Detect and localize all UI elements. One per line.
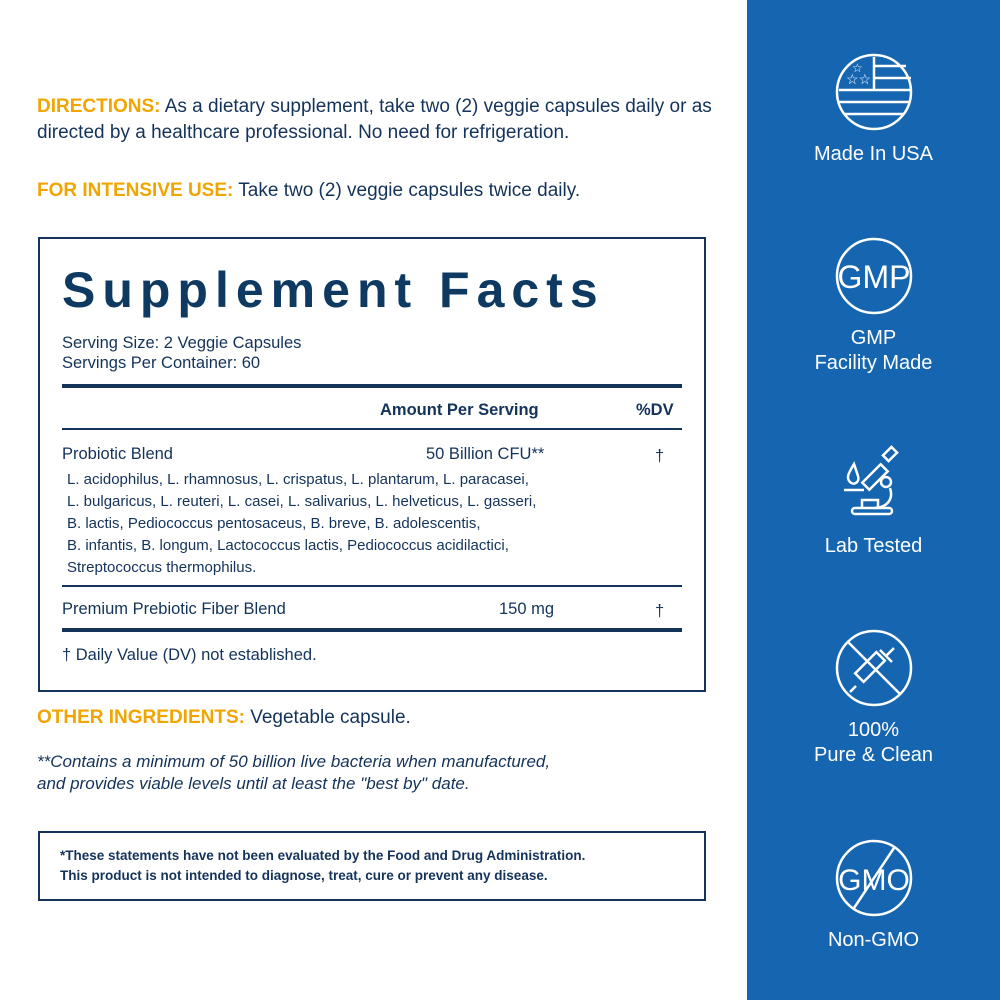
serving-size: Serving Size: 2 Veggie Capsules bbox=[62, 334, 302, 352]
badge-label: 100% Pure & Clean bbox=[814, 719, 933, 766]
row-name: Premium Prebiotic Fiber Blend bbox=[62, 600, 286, 618]
non-gmo-icon: GMO bbox=[835, 839, 912, 917]
cfu-note: **Contains a minimum of 50 billion live … bbox=[37, 751, 550, 795]
strain-line: B. lactis, Pediococcus pentosaceus, B. b… bbox=[67, 515, 481, 532]
no-syringe-icon bbox=[835, 629, 912, 707]
gmp-icon: GMP bbox=[835, 237, 912, 315]
badge-label: Non-GMO bbox=[827, 929, 920, 951]
strain-list: L. acidophilus, L. rhamnosus, L. crispat… bbox=[67, 469, 536, 579]
row-dv: † bbox=[655, 447, 665, 465]
footnote: † Daily Value (DV) not established. bbox=[62, 646, 317, 664]
divider bbox=[62, 585, 682, 587]
strain-line: B. infantis, B. longum, Lactococcus lact… bbox=[67, 537, 509, 554]
disclaimer-line: This product is not intended to diagnose… bbox=[60, 868, 548, 883]
header-amount: Amount Per Serving bbox=[380, 401, 539, 419]
note-line: **Contains a minimum of 50 billion live … bbox=[37, 752, 551, 771]
svg-text:GMO: GMO bbox=[838, 864, 910, 897]
other-text: Vegetable capsule. bbox=[250, 707, 411, 728]
supplement-facts-panel: Supplement Facts Serving Size: 2 Veggie … bbox=[38, 237, 706, 692]
disclaimer-line: *These statements have not been evaluate… bbox=[60, 848, 586, 863]
row-amount: 150 mg bbox=[499, 600, 555, 618]
badge-made-in-usa: ☆☆ ☆ Made In USA bbox=[747, 52, 1000, 167]
directions-label: DIRECTIONS: bbox=[37, 96, 161, 117]
fda-disclaimer: *These statements have not been evaluate… bbox=[38, 831, 706, 901]
servings-per-container: Servings Per Container: 60 bbox=[62, 354, 261, 372]
strain-line: Streptococcus thermophilus. bbox=[67, 559, 257, 576]
divider bbox=[62, 428, 682, 430]
divider-thick bbox=[62, 384, 682, 388]
intensive-label: FOR INTENSIVE USE: bbox=[37, 180, 234, 201]
directions: DIRECTIONS: As a dietary supplement, tak… bbox=[37, 94, 727, 146]
intensive-text: Take two (2) veggie capsules twice daily… bbox=[238, 180, 581, 201]
microscope-icon bbox=[843, 445, 899, 516]
badge-non-gmo: GMO Non-GMO bbox=[747, 838, 1000, 953]
svg-text:☆☆: ☆☆ bbox=[846, 71, 871, 87]
other-ingredients: OTHER INGREDIENTS: Vegetable capsule. bbox=[37, 705, 411, 731]
row-name: Probiotic Blend bbox=[62, 445, 173, 463]
row-amount: 50 Billion CFU** bbox=[426, 445, 545, 463]
badge-pure-clean: 100% Pure & Clean bbox=[747, 628, 1000, 768]
svg-text:☆: ☆ bbox=[852, 61, 863, 75]
badge-gmp: GMP GMP Facility Made bbox=[747, 236, 1000, 376]
note-line: and provides viable levels until at leas… bbox=[37, 774, 470, 793]
header-dv: %DV bbox=[636, 401, 674, 419]
strain-line: L. bulgaricus, L. reuteri, L. casei, L. … bbox=[67, 493, 537, 510]
us-flag-icon: ☆☆☆ bbox=[835, 53, 912, 131]
row-dv: † bbox=[655, 602, 665, 620]
badge-lab-tested: Lab Tested bbox=[747, 444, 1000, 559]
divider-thick bbox=[62, 628, 682, 632]
badge-label: Made In USA bbox=[814, 143, 933, 165]
badge-label: Lab Tested bbox=[824, 535, 923, 557]
svg-text:GMP: GMP bbox=[837, 259, 910, 295]
other-label: OTHER INGREDIENTS: bbox=[37, 707, 245, 728]
badge-sidebar: ☆☆ ☆ Made In USA GMP GMP Facility Made Lab… bbox=[747, 0, 1000, 1000]
badge-label: GMP Facility Made bbox=[814, 327, 933, 374]
intensive-use: FOR INTENSIVE USE: Take two (2) veggie c… bbox=[37, 178, 580, 204]
directions-text: As a dietary supplement, take two (2) ve… bbox=[37, 96, 712, 143]
facts-title: Supplement Facts bbox=[62, 262, 605, 318]
strain-line: L. acidophilus, L. rhamnosus, L. crispat… bbox=[67, 471, 529, 488]
